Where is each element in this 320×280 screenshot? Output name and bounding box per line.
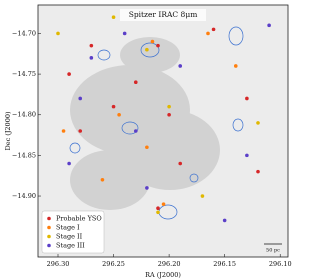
point (256, 169, 260, 174)
point (111, 15, 116, 19)
plot-frame (37, 4, 289, 258)
point (67, 161, 71, 166)
legend-marker (47, 216, 51, 221)
point (200, 194, 205, 198)
y-tick-label: −14.80 (12, 111, 36, 119)
x-axis-label: RA (J2000) (145, 271, 181, 279)
legend-label: Stage II (56, 233, 83, 241)
point (267, 23, 271, 28)
legend-label: Stage III (56, 242, 85, 250)
legend-marker (47, 243, 51, 248)
point (150, 39, 155, 44)
point (167, 104, 171, 109)
point (211, 27, 216, 32)
point (111, 104, 116, 109)
legend-marker (47, 234, 51, 239)
x-tick-label: 296.25 (102, 260, 125, 268)
y-tick-label: −14.70 (12, 29, 36, 37)
point (156, 210, 160, 215)
point (256, 121, 260, 125)
point (161, 202, 166, 206)
point (61, 129, 66, 133)
chart-title: Spitzer IRAC 8μm (129, 10, 198, 19)
point (56, 31, 60, 36)
point (167, 112, 171, 117)
point (145, 186, 149, 190)
nebula (70, 37, 220, 210)
point (245, 153, 249, 158)
x-tick-label: 296.15 (213, 260, 236, 268)
x-tick-label: 296.20 (158, 260, 181, 268)
point (133, 129, 138, 133)
point (156, 43, 160, 48)
point (89, 56, 94, 60)
point (245, 96, 249, 101)
legend-label: Probable YSO (56, 215, 102, 223)
point (233, 64, 238, 68)
point (133, 80, 138, 85)
point (100, 177, 105, 182)
y-tick-label: −14.75 (12, 70, 36, 78)
point (206, 31, 210, 36)
point (222, 218, 227, 223)
legend-marker (47, 225, 51, 230)
scale-bar-label: 50 pc (266, 248, 280, 254)
point (145, 145, 149, 150)
x-tick-label: 296.10 (269, 260, 292, 268)
y-tick-label: −14.90 (12, 192, 36, 200)
x-tick-label: 296.30 (47, 260, 70, 268)
point (78, 96, 83, 101)
point (122, 31, 127, 36)
point (145, 47, 149, 52)
y-tick-label: −14.85 (12, 151, 36, 159)
point (89, 43, 94, 48)
legend-label: Stage I (56, 224, 80, 232)
point (178, 161, 183, 166)
title-box (120, 9, 206, 21)
point (67, 72, 71, 76)
y-axis-label: Dec (J2000) (4, 111, 12, 150)
point (178, 64, 183, 68)
point (78, 129, 83, 133)
legend-box (41, 210, 105, 254)
point (117, 112, 121, 117)
contours (69, 26, 244, 220)
point (156, 206, 160, 211)
chart: Spitzer IRAC 8μm RA (J2000) Dec (J2000) … (4, 4, 292, 279)
